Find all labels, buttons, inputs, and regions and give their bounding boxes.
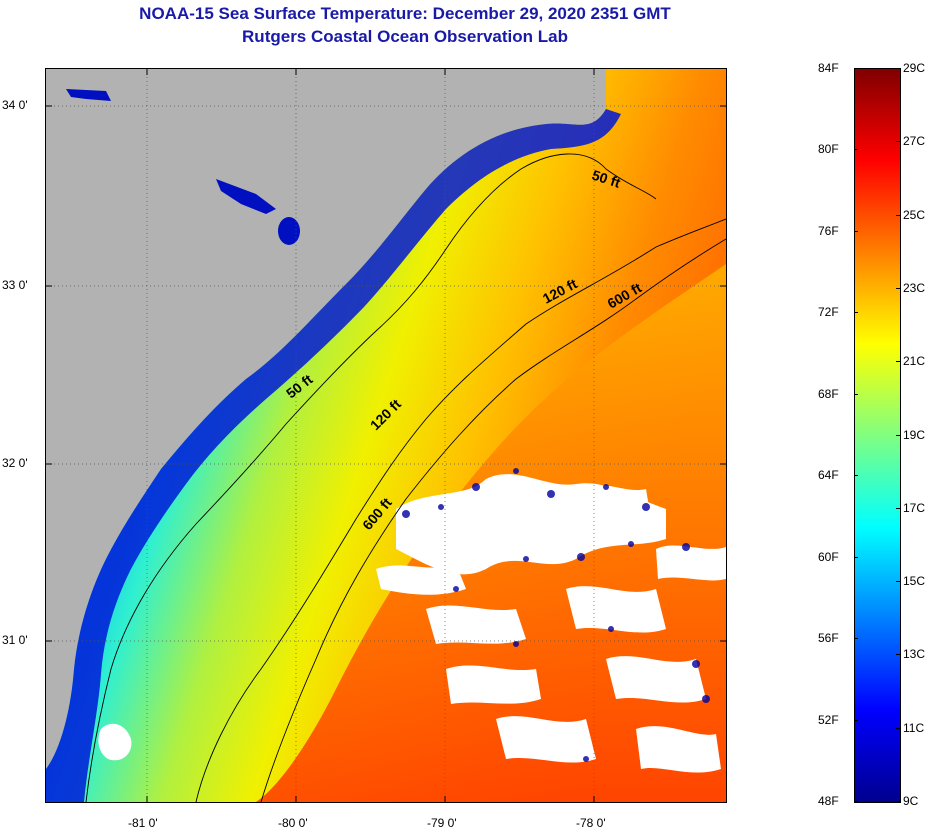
fahrenheit-tick	[854, 312, 858, 314]
fahrenheit-tick	[854, 393, 858, 395]
fahrenheit-tick	[854, 801, 858, 802]
lon-tick-label: -81 0'	[128, 816, 158, 830]
celsius-tick	[896, 581, 900, 583]
lat-tick-label: 33 0'	[2, 278, 28, 292]
fahrenheit-tick-label: 52F	[818, 712, 839, 727]
fahrenheit-tick-label: 64F	[818, 468, 839, 483]
map-grid	[46, 69, 726, 802]
celsius-tick	[896, 801, 900, 802]
lon-tick-label: -80 0'	[278, 816, 308, 830]
celsius-tick-label: 21C	[903, 354, 926, 369]
celsius-tick	[896, 68, 900, 69]
contour-120ft	[195, 218, 726, 802]
map-subtitle: Rutgers Coastal Ocean Observation Lab	[242, 27, 568, 46]
celsius-tick	[896, 507, 900, 509]
celsius-tick	[896, 141, 900, 143]
fahrenheit-tick	[854, 475, 858, 477]
fahrenheit-tick	[854, 719, 858, 721]
celsius-tick-label: 29C	[903, 61, 926, 75]
celsius-tick-label: 23C	[903, 280, 926, 295]
fahrenheit-tick-label: 84F	[818, 61, 839, 75]
fahrenheit-tick	[854, 638, 858, 640]
map-title: NOAA-15 Sea Surface Temperature: Decembe…	[139, 4, 671, 23]
celsius-tick-label: 9C	[903, 794, 919, 808]
sst-map-canvas: 50 ft 120 ft 600 ft 50 ft 120 ft 600 ft	[46, 69, 726, 802]
fahrenheit-tick-label: 48F	[818, 794, 839, 808]
cloud-edge-artifacts	[402, 468, 710, 762]
lat-tick-label: 34 0'	[2, 98, 28, 112]
celsius-tick	[896, 361, 900, 363]
celsius-tick-label: 13C	[903, 647, 926, 662]
fahrenheit-tick-label: 60F	[818, 549, 839, 564]
fahrenheit-tick-label: 76F	[818, 223, 839, 238]
celsius-tick-label: 19C	[903, 427, 926, 442]
fahrenheit-tick	[854, 556, 858, 558]
temperature-colorbar	[854, 68, 901, 803]
frame-ticks	[46, 69, 726, 802]
contour-50ft	[85, 153, 657, 802]
celsius-tick-label: 11C	[903, 720, 925, 735]
lon-tick-label: -79 0'	[427, 816, 457, 830]
fahrenheit-tick-label: 56F	[818, 631, 839, 646]
lon-tick-label: -78 0'	[576, 816, 606, 830]
celsius-tick-label: 17C	[903, 500, 926, 515]
lat-tick-label: 32 0'	[2, 456, 28, 470]
celsius-tick	[896, 654, 900, 656]
celsius-tick-label: 25C	[903, 207, 926, 222]
fahrenheit-tick-label: 80F	[818, 142, 839, 157]
celsius-tick	[896, 287, 900, 289]
celsius-tick	[896, 214, 900, 216]
fahrenheit-tick	[854, 230, 858, 232]
fahrenheit-tick	[854, 68, 858, 69]
sst-map: 50 ft 120 ft 600 ft 50 ft 120 ft 600 ft	[45, 68, 727, 803]
cloud-cover	[98, 474, 726, 773]
contour-600ft	[260, 238, 726, 802]
celsius-tick-label: 15C	[903, 574, 926, 589]
inland-water	[66, 89, 300, 245]
celsius-tick	[896, 727, 900, 729]
lat-tick-label: 31 0'	[2, 633, 28, 647]
celsius-tick	[896, 434, 900, 436]
depth-contours	[85, 153, 726, 802]
fahrenheit-tick-label: 72F	[818, 305, 839, 320]
fahrenheit-tick	[854, 149, 858, 151]
fahrenheit-tick-label: 68F	[818, 386, 839, 401]
celsius-tick-label: 27C	[903, 134, 926, 149]
